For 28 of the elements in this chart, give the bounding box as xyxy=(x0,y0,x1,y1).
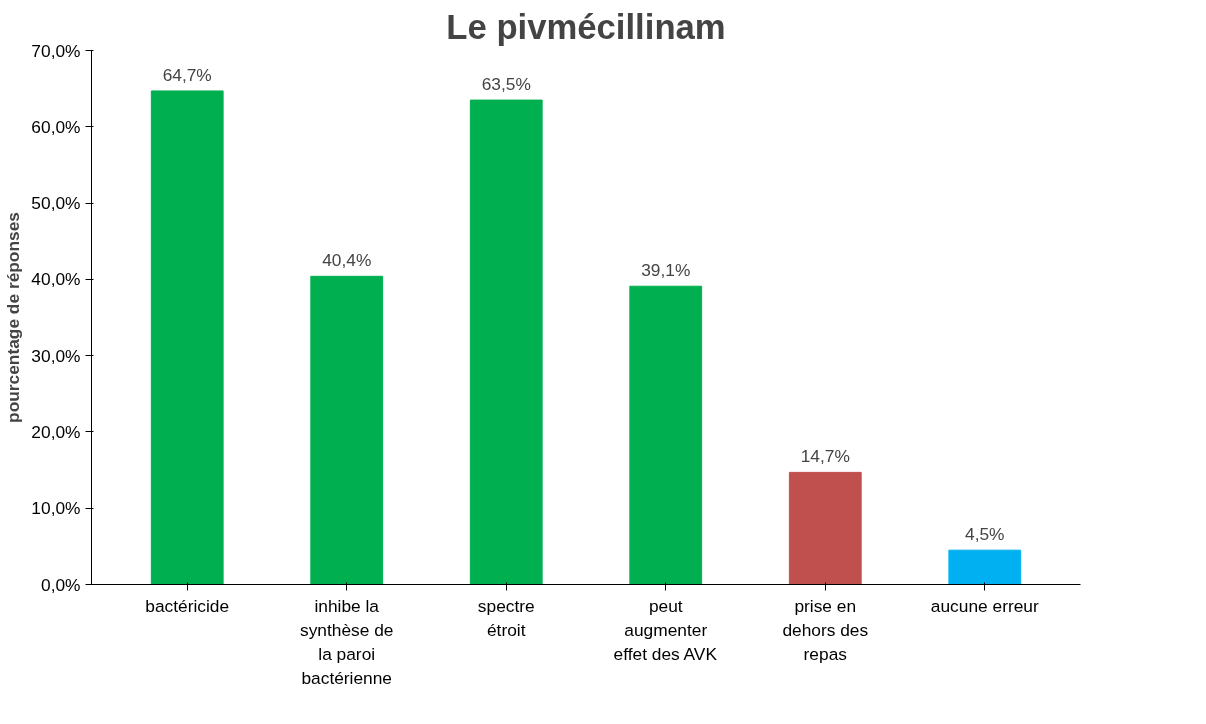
bar xyxy=(948,549,1022,585)
x-tick-label: bactéricide xyxy=(145,595,230,616)
y-tick-label: 10,0% xyxy=(31,498,81,519)
bar xyxy=(150,90,224,585)
data-label: 39,1% xyxy=(641,260,691,281)
x-tick-label: aucune erreur xyxy=(930,595,1039,616)
bar xyxy=(469,99,543,585)
y-tick-label: 50,0% xyxy=(31,193,81,214)
data-label: 40,4% xyxy=(322,250,372,271)
chart-title: Le pivmécillinam xyxy=(446,7,726,46)
y-tick-label: 0,0% xyxy=(41,574,81,595)
data-label: 63,5% xyxy=(481,74,531,95)
y-tick-label: 70,0% xyxy=(31,40,81,61)
x-tick-label: peut augmenter effet des AVK xyxy=(613,595,718,664)
x-tick-label: inhibe la synthèse de la paroi bactérienne xyxy=(300,595,394,688)
x-tick-label: prise en dehors des repas xyxy=(782,595,869,664)
y-tick-label: 60,0% xyxy=(31,116,81,137)
bar xyxy=(788,471,862,585)
y-tick-label: 20,0% xyxy=(31,421,81,442)
data-label: 4,5% xyxy=(965,524,1005,545)
data-label: 14,7% xyxy=(800,446,850,467)
x-tick-label: spectre étroit xyxy=(477,595,535,640)
y-tick-label: 40,0% xyxy=(31,269,81,290)
bar xyxy=(310,275,384,585)
y-axis-title: pourcentage de réponses xyxy=(3,212,24,423)
bar xyxy=(629,285,703,585)
y-tick-label: 30,0% xyxy=(31,345,81,366)
data-label: 64,7% xyxy=(162,64,212,85)
